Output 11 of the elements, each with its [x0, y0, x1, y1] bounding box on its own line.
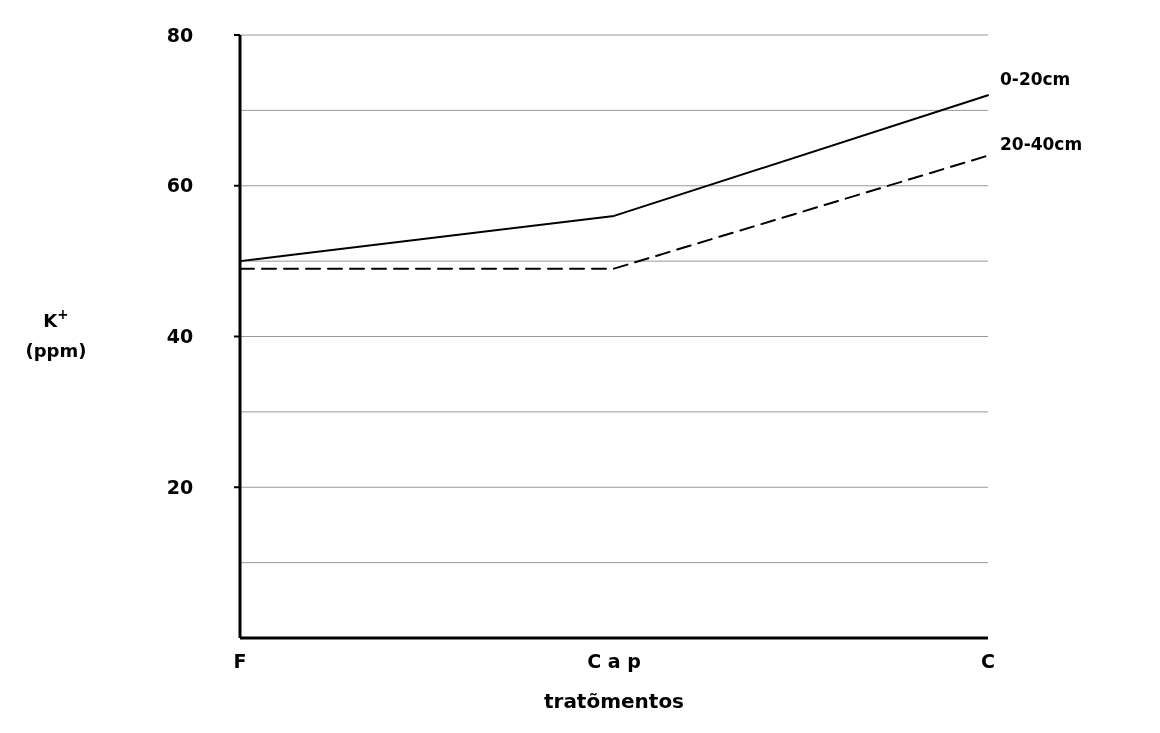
y-tick-label: 40 — [166, 325, 194, 348]
series-label: 0-20cm — [1000, 69, 1071, 90]
y-tick-label: 80 — [166, 23, 194, 46]
x-tick-label: F — [233, 650, 247, 672]
y-tick-label: 60 — [166, 174, 194, 197]
x-tick-label: C — [981, 650, 995, 672]
x-axis-title: tratõmentos — [543, 689, 685, 713]
text: K$^{+}$ (ppm) — [25, 305, 87, 361]
x-tick-label: C a p — [587, 650, 641, 672]
y-tick-label: 20 — [166, 475, 194, 498]
series-label: 20-40cm — [1000, 133, 1083, 154]
